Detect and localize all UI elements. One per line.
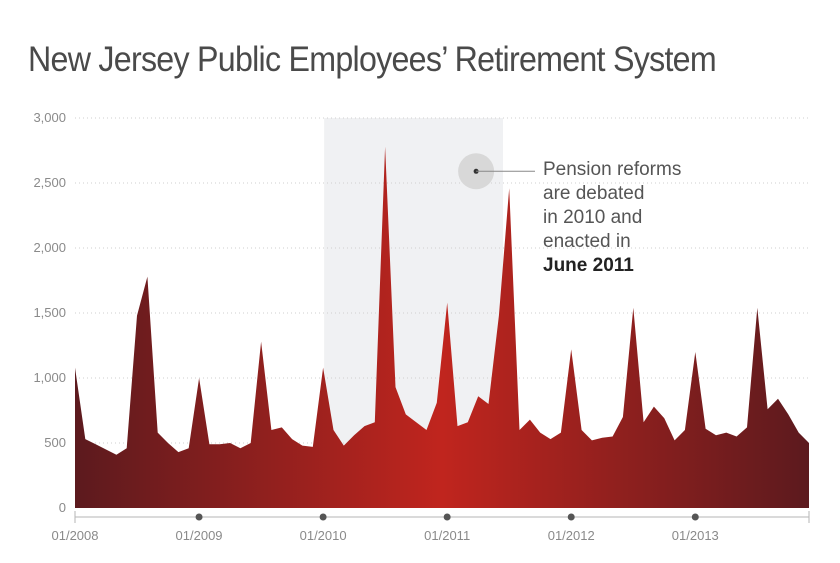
y-tick-label: 1,000 — [33, 370, 66, 385]
chart-title: New Jersey Public Employees’ Retirement … — [28, 40, 717, 79]
x-tick-label: 01/2010 — [300, 528, 347, 543]
x-tick-label: 01/2008 — [52, 528, 99, 543]
x-axis-ticks: 01/2008 01/2009 01/2010 01/2011 01/2012 01/20… — [52, 511, 810, 543]
x-tick-label: 01/2013 — [672, 528, 719, 543]
x-tick-dot — [319, 513, 327, 521]
x-tick-dot — [443, 513, 451, 521]
x-tick-label: 01/2011 — [424, 528, 470, 543]
y-tick-label: 500 — [44, 435, 66, 450]
x-tick-dot — [567, 513, 575, 521]
x-tick-label: 01/2009 — [176, 528, 223, 543]
y-axis-ticks: 0 500 1,000 1,500 2,000 2,500 3,000 — [33, 110, 66, 515]
y-tick-label: 2,500 — [33, 175, 66, 190]
y-tick-label: 0 — [59, 500, 66, 515]
x-tick-dot — [195, 513, 203, 521]
retirements-area — [75, 146, 809, 508]
annotation-text: Pension reforms are debated in 2010 and … — [543, 158, 743, 278]
annotation-line-1: Pension reforms — [543, 159, 682, 180]
annotation-marker — [458, 153, 535, 190]
y-tick-label: 2,000 — [33, 240, 66, 255]
y-tick-label: 3,000 — [33, 110, 66, 125]
x-tick-label: 01/2012 — [548, 528, 595, 543]
annotation-bold-line: June 2011 — [543, 255, 634, 276]
annotation-line-3: in 2010 and — [543, 207, 643, 228]
y-tick-label: 1,500 — [33, 305, 66, 320]
annotation-line-2: are debated — [543, 183, 645, 204]
x-tick-dot — [691, 513, 699, 521]
annotation-line-4: enacted in — [543, 231, 631, 252]
